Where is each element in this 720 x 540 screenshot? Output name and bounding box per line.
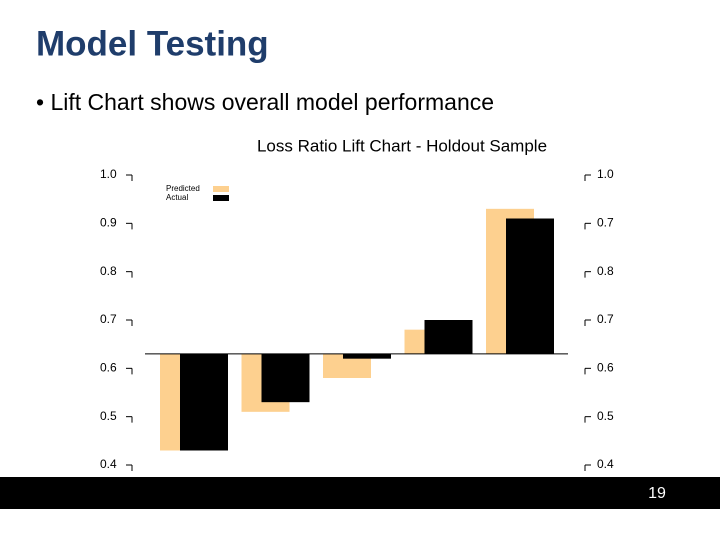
y2-tick-label: 0.7 [597,312,614,326]
footer-bar [0,477,720,509]
chart-title: Loss Ratio Lift Chart - Holdout Sample [257,136,547,155]
bar [424,320,473,354]
y-tick-label: 0.9 [100,216,117,230]
y-tick-label: 0.8 [100,264,117,278]
y-tick-label: 0.4 [100,457,117,471]
y2-tick-label: 0.5 [597,409,614,423]
bar [180,353,228,451]
y2-tick-label: 0.4 [597,457,614,471]
legend-label: Predicted [166,184,200,193]
page-number: 19 [648,485,666,502]
y2-tick-label: 0.7 [597,216,614,230]
bar [506,218,554,354]
y2-tick-label: 1.0 [597,167,614,181]
bar [343,353,391,359]
legend-swatch [213,186,229,192]
slide-title: Model Testing [36,24,269,63]
bar [261,353,310,403]
y2-tick-label: 0.6 [597,361,614,375]
y2-tick-label: 0.8 [597,264,614,278]
y-tick-label: 0.5 [100,409,117,423]
legend-label: Actual [166,193,188,202]
y-tick-label: 0.6 [100,361,117,375]
y-tick-label: 0.7 [100,312,117,326]
y-tick-label: 1.0 [100,167,117,181]
legend-swatch [213,195,229,201]
bullet: • Lift Chart shows overall model perform… [36,89,494,115]
chart: 1.0 0.9 0.8 0.7 0.6 0.5 0.4 1.0 0.7 0.8 0.7 0.6 0.5 0… [100,167,614,471]
